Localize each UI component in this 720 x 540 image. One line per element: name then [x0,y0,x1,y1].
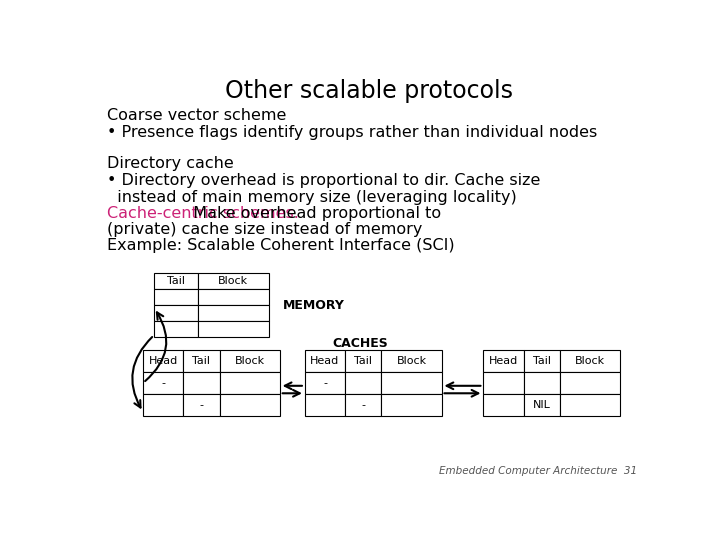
Bar [184,394,220,416]
Bar [154,273,197,289]
Bar [184,349,220,372]
Bar [220,372,279,394]
Text: -: - [161,378,165,388]
Bar [483,394,523,416]
Text: -: - [323,378,327,388]
Bar [197,305,269,321]
Text: Tail: Tail [354,356,372,366]
Bar [560,394,620,416]
Bar [220,349,279,372]
Text: Cache-centric schemes.: Cache-centric schemes. [107,206,299,221]
Bar [154,305,197,321]
Bar [154,289,197,305]
Bar [345,349,382,372]
Bar [523,394,560,416]
Text: Tail: Tail [533,356,551,366]
Text: Block: Block [575,356,605,366]
Text: • Presence flags identify groups rather than individual nodes: • Presence flags identify groups rather … [107,125,597,140]
Text: Block: Block [235,356,265,366]
Text: • Directory overhead is proportional to dir. Cache size: • Directory overhead is proportional to … [107,173,540,188]
Text: Coarse vector scheme: Coarse vector scheme [107,109,286,124]
Text: Head: Head [310,356,340,366]
Text: Block: Block [397,356,426,366]
Bar [220,394,279,416]
Bar [197,289,269,305]
Text: Head: Head [489,356,518,366]
Bar [154,321,197,337]
Text: instead of main memory size (leveraging locality): instead of main memory size (leveraging … [107,190,516,205]
Bar [382,394,441,416]
Text: Directory cache: Directory cache [107,156,233,171]
Bar [382,349,441,372]
Bar [143,372,184,394]
Bar [483,349,523,372]
Bar [560,349,620,372]
Text: -: - [361,400,365,410]
Text: NIL: NIL [533,400,551,410]
Bar [305,394,345,416]
Text: Other scalable protocols: Other scalable protocols [225,79,513,103]
Bar [560,372,620,394]
Bar [143,349,184,372]
Text: Tail: Tail [192,356,210,366]
Bar [197,321,269,337]
Text: CACHES: CACHES [333,337,389,350]
Bar [523,372,560,394]
Bar [483,372,523,394]
Bar [345,394,382,416]
Text: Tail: Tail [167,276,185,286]
Bar [184,372,220,394]
Bar [305,372,345,394]
Bar [143,394,184,416]
Text: Example: Scalable Coherent Interface (SCI): Example: Scalable Coherent Interface (SC… [107,238,454,253]
Text: (private) cache size instead of memory: (private) cache size instead of memory [107,221,422,237]
Text: -: - [199,400,204,410]
Text: Embedded Computer Architecture  31: Embedded Computer Architecture 31 [438,467,637,476]
Text: Make overhead proportional to: Make overhead proportional to [183,206,441,221]
Text: Block: Block [218,276,248,286]
Text: MEMORY: MEMORY [282,300,344,313]
Bar [523,349,560,372]
Bar [382,372,441,394]
Bar [345,372,382,394]
Bar [197,273,269,289]
Bar [305,349,345,372]
Text: Head: Head [148,356,178,366]
